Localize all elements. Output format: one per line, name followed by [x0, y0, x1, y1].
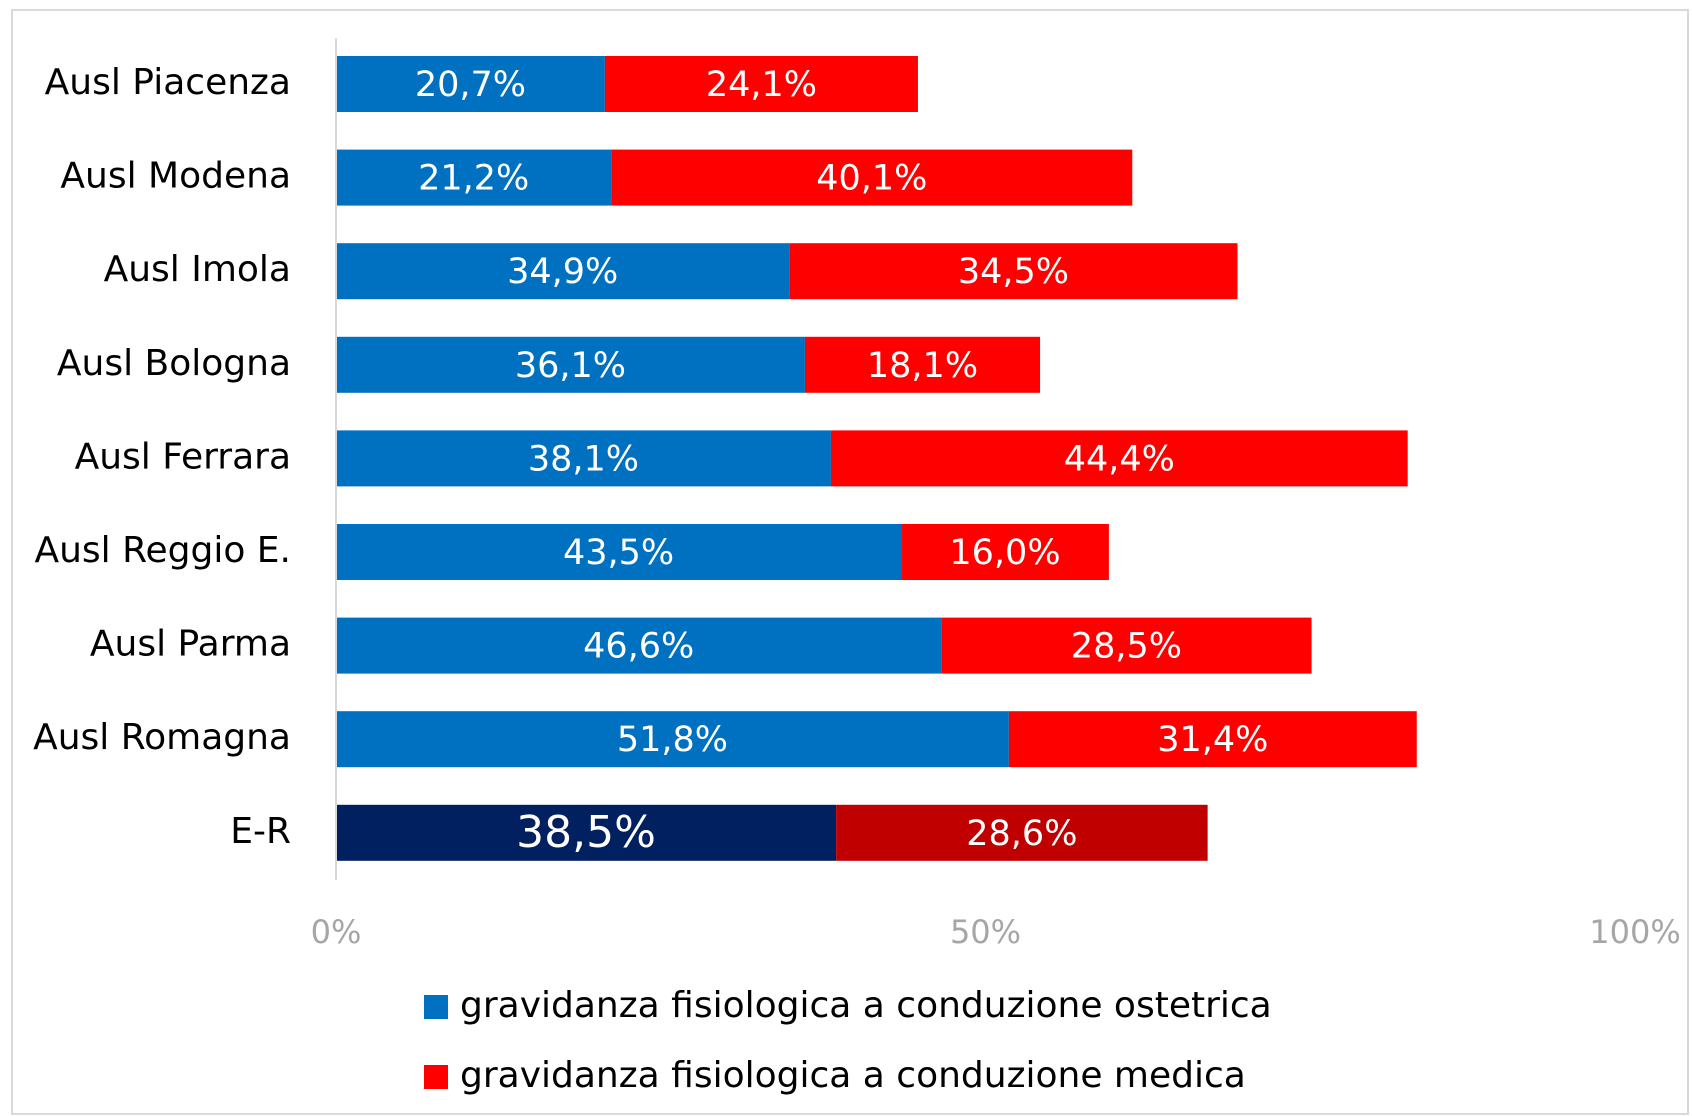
bar-segment: [901, 524, 1109, 580]
x-tick-label: 50%: [950, 913, 1021, 951]
category-label: Ausl Bologna: [57, 343, 291, 384]
data-label: 46,6%: [583, 627, 694, 667]
bar-segment: [1008, 711, 1417, 768]
legend-swatch: [424, 1065, 448, 1089]
data-label: 36,1%: [515, 346, 626, 386]
legend-label: gravidanza fisiologica a conduzione oste…: [460, 985, 1272, 1026]
category-label: Ausl Romagna: [33, 717, 291, 758]
data-label: 28,5%: [1071, 627, 1182, 667]
legend-label: gravidanza fisiologica a conduzione medi…: [460, 1055, 1246, 1096]
category-label: Ausl Modena: [60, 156, 291, 197]
bar-segment: [336, 149, 612, 206]
data-label: 16,0%: [949, 533, 1060, 573]
bar-segment: [336, 711, 1009, 768]
data-label: 28,6%: [966, 814, 1077, 854]
bar-segment: [611, 149, 1133, 206]
category-label: E-R: [230, 811, 291, 852]
data-label: 18,1%: [867, 346, 978, 386]
category-label: Ausl Imola: [104, 249, 291, 290]
data-label: 34,5%: [958, 252, 1069, 292]
data-label: 38,1%: [528, 439, 639, 479]
bar-segment: [604, 56, 918, 112]
category-label: Ausl Ferrara: [75, 436, 291, 477]
bar-segment: [830, 430, 1408, 487]
category-label: Ausl Reggio E.: [34, 530, 291, 571]
bar-segment: [336, 336, 805, 393]
data-label: 43,5%: [563, 533, 674, 573]
bar-segment: [941, 617, 1312, 674]
x-tick-label: 0%: [311, 913, 362, 951]
data-label: 40,1%: [816, 159, 927, 199]
bar-segment: [336, 430, 831, 487]
data-label: 51,8%: [617, 720, 728, 760]
bar-segment: [789, 243, 1238, 300]
bar-segment: [336, 524, 902, 580]
data-label: 31,4%: [1157, 720, 1268, 760]
bar-segment: [336, 804, 837, 861]
data-label: 20,7%: [415, 65, 526, 105]
category-label: Ausl Piacenza: [45, 62, 291, 103]
data-label: 24,1%: [706, 65, 817, 105]
x-tick-label: 100%: [1589, 913, 1680, 951]
bar-segment: [336, 617, 942, 674]
data-label: 44,4%: [1064, 439, 1175, 479]
bar-segment: [804, 336, 1041, 393]
bar-segment: [836, 804, 1208, 861]
bar-segment: [336, 56, 605, 112]
category-label: Ausl Parma: [90, 624, 291, 665]
legend-swatch: [424, 995, 448, 1019]
data-label: 21,2%: [418, 159, 529, 199]
data-label: 34,9%: [507, 252, 618, 292]
bar-segment: [336, 243, 790, 300]
data-label: 38,5%: [516, 807, 656, 858]
